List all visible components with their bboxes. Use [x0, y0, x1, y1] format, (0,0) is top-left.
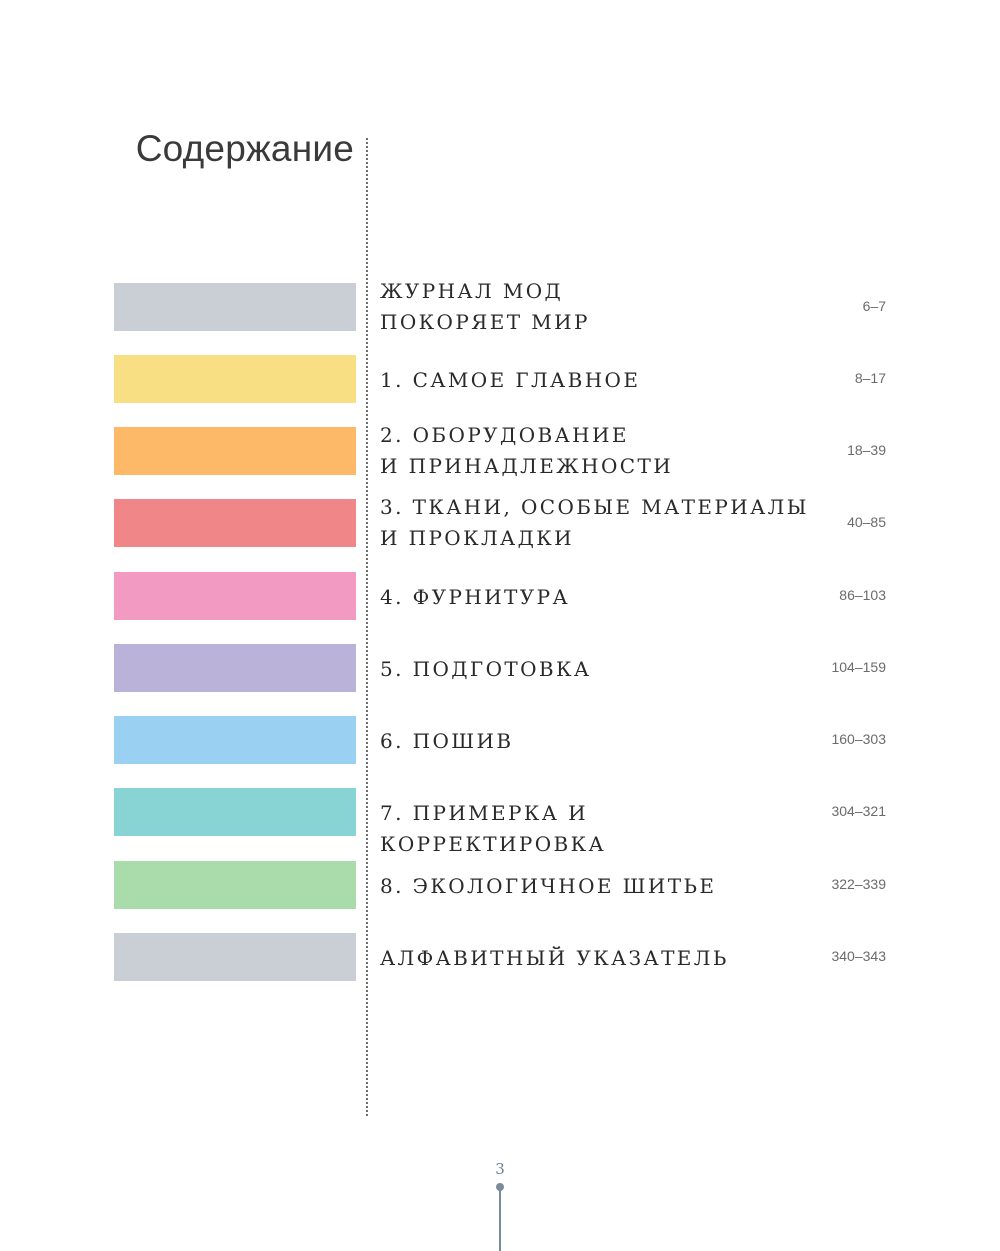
chapter-title-line: АЛФАВИТНЫЙ УКАЗАТЕЛЬ	[380, 946, 729, 970]
chapter-color-swatch	[114, 716, 356, 764]
page-marker-dot	[496, 1183, 504, 1191]
chapter-title-line: 8. ЭКОЛОГИЧНОЕ ШИТЬЕ	[380, 874, 717, 898]
chapter-title: 8. ЭКОЛОГИЧНОЕ ШИТЬЕ	[380, 871, 820, 902]
chapter-page-range: 160–303	[831, 731, 886, 747]
toc-entry[interactable]: 5. ПОДГОТОВКА 104–159	[0, 643, 1000, 703]
toc-entry[interactable]: 8. ЭКОЛОГИЧНОЕ ШИТЬЕ 322–339	[0, 860, 1000, 920]
chapter-title-line: 6. ПОШИВ	[380, 729, 514, 753]
page-marker-line	[499, 1188, 501, 1251]
toc-entry[interactable]: АЛФАВИТНЫЙ УКАЗАТЕЛЬ 340–343	[0, 932, 1000, 992]
chapter-color-swatch	[114, 861, 356, 909]
toc-entry[interactable]: 1. САМОЕ ГЛАВНОЕ 8–17	[0, 354, 1000, 414]
dotted-divider	[366, 138, 368, 1116]
chapter-title-line: ЖУРНАЛ МОД	[380, 279, 564, 303]
chapter-page-range: 304–321	[831, 803, 886, 819]
chapter-title-line: 4. ФУРНИТУРА	[380, 585, 571, 609]
chapter-color-swatch	[114, 355, 356, 403]
chapter-title: 4. ФУРНИТУРА	[380, 582, 820, 613]
chapter-page-range: 8–17	[854, 370, 886, 386]
page-number: 3	[495, 1160, 505, 1178]
chapter-title-line: 7. ПРИМЕРКА И КОРРЕКТИРОВКА	[380, 801, 607, 856]
toc-entry[interactable]: 7. ПРИМЕРКА И КОРРЕКТИРОВКА 304–321	[0, 787, 1000, 856]
chapter-color-swatch	[114, 572, 356, 620]
toc-entry[interactable]: 3. ТКАНИ, ОСОБЫЕ МАТЕРИАЛЫ И ПРОКЛАДКИ 40–…	[0, 495, 1000, 558]
chapter-title-line: 5. ПОДГОТОВКА	[380, 657, 592, 681]
chapter-title: ЖУРНАЛ МОД ПОКОРЯЕТ МИР	[380, 276, 820, 338]
chapter-title: 7. ПРИМЕРКА И КОРРЕКТИРОВКА	[380, 798, 820, 860]
chapter-title-line: 2. ОБОРУДОВАНИЕ	[380, 423, 629, 447]
chapter-title-line: ПОКОРЯЕТ МИР	[380, 310, 590, 334]
chapter-page-range: 18–39	[847, 442, 886, 458]
chapter-title: 3. ТКАНИ, ОСОБЫЕ МАТЕРИАЛЫ И ПРОКЛАДКИ	[380, 492, 820, 554]
toc-entry[interactable]: 4. ФУРНИТУРА 86–103	[0, 571, 1000, 631]
chapter-page-range: 104–159	[831, 659, 886, 675]
chapter-page-range: 40–85	[847, 514, 886, 530]
chapter-title-line: 3. ТКАНИ, ОСОБЫЕ МАТЕРИАЛЫ	[380, 495, 809, 519]
chapter-title: 2. ОБОРУДОВАНИЕ И ПРИНАДЛЕЖНОСТИ	[380, 420, 820, 482]
page-title: Содержание	[135, 128, 354, 169]
chapter-color-swatch	[114, 644, 356, 692]
chapter-title-line: 1. САМОЕ ГЛАВНОЕ	[380, 368, 641, 392]
chapter-color-swatch	[114, 499, 356, 547]
chapter-title: АЛФАВИТНЫЙ УКАЗАТЕЛЬ	[380, 943, 820, 974]
chapter-page-range: 322–339	[831, 876, 886, 892]
chapter-color-swatch	[114, 427, 356, 475]
toc-entry[interactable]: ЖУРНАЛ МОД ПОКОРЯЕТ МИР 6–7	[0, 279, 1000, 342]
chapter-page-range: 86–103	[839, 587, 886, 603]
toc-entry[interactable]: 6. ПОШИВ 160–303	[0, 715, 1000, 775]
chapter-title: 1. САМОЕ ГЛАВНОЕ	[380, 365, 820, 396]
toc-entry[interactable]: 2. ОБОРУДОВАНИЕ И ПРИНАДЛЕЖНОСТИ 18–39	[0, 423, 1000, 486]
chapter-color-swatch	[114, 788, 356, 836]
chapter-title: 6. ПОШИВ	[380, 726, 820, 757]
chapter-color-swatch	[114, 283, 356, 331]
chapter-title: 5. ПОДГОТОВКА	[380, 654, 820, 685]
chapter-title-line: И ПРИНАДЛЕЖНОСТИ	[380, 454, 674, 478]
chapter-page-range: 6–7	[862, 298, 886, 314]
chapter-page-range: 340–343	[831, 948, 886, 964]
chapter-color-swatch	[114, 933, 356, 981]
chapter-title-line: И ПРОКЛАДКИ	[380, 526, 574, 550]
